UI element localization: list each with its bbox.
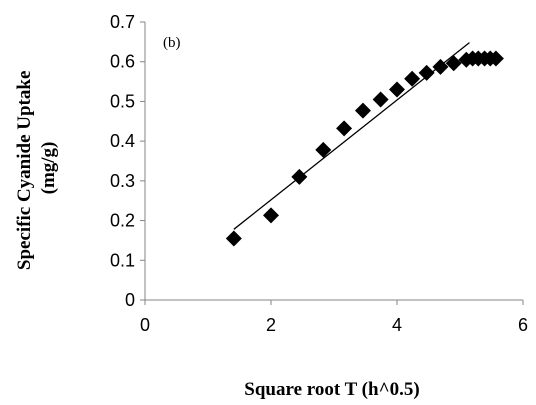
y-tick-label: 0.3 — [110, 171, 135, 191]
y-axis-title-line2: (mg/g) — [38, 142, 59, 195]
x-axis-title: Square root T (h^0.5) — [244, 379, 419, 400]
y-tick-marks — [140, 21, 145, 301]
data-point — [404, 70, 421, 87]
trendline — [233, 42, 470, 230]
data-point — [445, 55, 462, 72]
y-tick-label: 0.7 — [110, 12, 135, 32]
y-axis-title: Specific Cyanide Uptake (mg/g) — [14, 66, 59, 270]
x-tick-label: 0 — [140, 315, 150, 335]
x-tick-label: 2 — [266, 315, 276, 335]
y-tick-label: 0.5 — [110, 91, 135, 111]
x-tick-marks — [144, 300, 524, 305]
x-tick-label: 4 — [392, 315, 402, 335]
data-point — [225, 230, 242, 247]
data-point — [336, 120, 353, 137]
data-point — [291, 168, 308, 185]
data-point — [372, 91, 389, 108]
data-point — [315, 141, 332, 158]
data-point — [263, 207, 279, 224]
data-point — [432, 58, 449, 75]
panel-label: (b) — [163, 35, 181, 51]
x-tick-labels: 0 2 4 6 — [140, 315, 528, 335]
y-tick-labels: 0 0.1 0.2 0.3 0.4 0.5 0.6 0.7 — [110, 12, 135, 310]
data-point — [354, 102, 371, 119]
data-point — [487, 50, 504, 67]
y-tick-label: 0.4 — [110, 131, 135, 151]
y-tick-label: 0.1 — [110, 250, 135, 270]
y-tick-label: 0.2 — [110, 211, 135, 231]
x-tick-label: 6 — [518, 315, 528, 335]
y-tick-label: 0 — [125, 290, 135, 310]
y-tick-label: 0.6 — [110, 52, 135, 72]
y-axis-title-line1: Specific Cyanide Uptake — [14, 71, 35, 271]
data-points — [225, 50, 504, 247]
data-point — [389, 81, 405, 98]
data-point — [418, 64, 435, 81]
